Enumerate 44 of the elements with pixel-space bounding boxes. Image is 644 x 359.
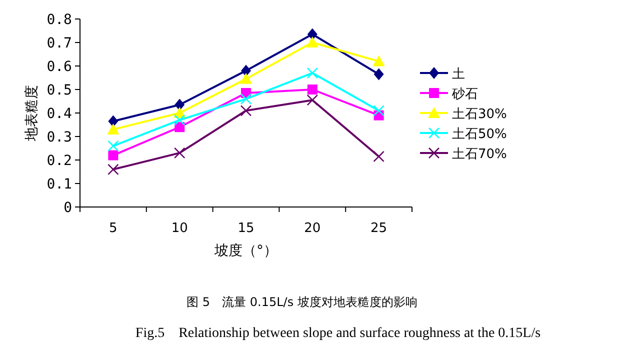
legend-label: 土石30% — [452, 107, 507, 122]
point — [307, 28, 318, 40]
point — [372, 55, 385, 66]
point — [306, 94, 318, 106]
caption: Fig.5 Relationship between slope and surface roughness at the 0.15L/s — [135, 326, 541, 341]
y-tick-label: 0.5 — [46, 82, 72, 98]
legend-label: 土石50% — [452, 127, 507, 142]
point — [108, 164, 119, 176]
point — [240, 105, 252, 116]
x-tick-label: 15 — [238, 221, 254, 236]
point — [108, 115, 118, 128]
point — [373, 105, 384, 116]
point — [240, 72, 252, 84]
y-tick-label: 0.4 — [46, 106, 72, 122]
point — [174, 114, 186, 126]
point — [108, 140, 119, 152]
x-axis-title: 坡度（°） — [214, 243, 278, 259]
y-tick-label: 0.8 — [46, 12, 72, 28]
y-tick-label: 0.3 — [46, 130, 72, 146]
legend-label: 砂石 — [451, 87, 478, 102]
point — [174, 98, 185, 111]
point — [307, 84, 318, 94]
x-tick-label: 25 — [370, 221, 388, 236]
point — [241, 64, 251, 77]
point — [108, 150, 118, 160]
y-axis-title: 地表糙度 — [24, 85, 40, 142]
point — [107, 123, 120, 134]
point — [373, 150, 384, 162]
caption: 图 5 流量 0.15L/s 坡度对地表糙度的影响 — [186, 295, 418, 309]
point — [306, 67, 318, 79]
y-tick-label: 0.6 — [46, 59, 72, 75]
x-tick-label: 10 — [171, 221, 188, 236]
y-tick-label: 0.1 — [46, 176, 72, 192]
y-tick-label: 0.7 — [46, 36, 72, 52]
point — [240, 93, 252, 105]
y-tick-label: 0 — [64, 200, 72, 216]
x-tick-label: 20 — [304, 221, 321, 236]
legend-label: 土 — [452, 67, 465, 82]
point — [306, 36, 318, 48]
point — [174, 147, 186, 159]
point — [374, 68, 384, 80]
y-tick-label: 0.2 — [46, 153, 72, 169]
legend-label: 土石70% — [452, 147, 507, 162]
x-tick-label: 5 — [109, 221, 118, 236]
